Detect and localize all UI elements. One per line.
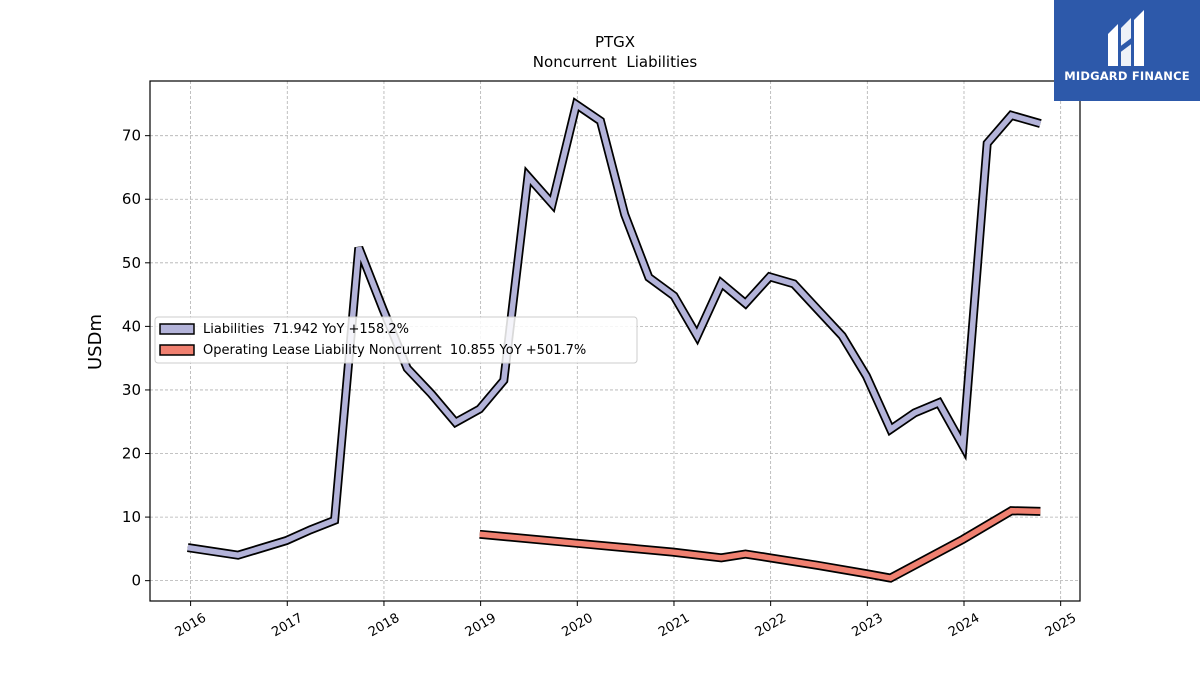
plot-frame [149,80,1081,602]
y-tick-label: 60 [122,190,141,208]
x-tick-label: 2017 [269,611,305,641]
x-tick-label: 2021 [656,611,692,641]
y-tick-label: 30 [122,381,141,399]
x-tick-label: 2018 [366,611,402,641]
brand-name: MIDGARD FINANCE [1064,69,1190,83]
legend-box [154,316,638,364]
x-tick-label: 2016 [173,611,209,641]
x-tick-label: 2025 [1043,611,1079,641]
series-lines [187,97,1042,583]
chart-subtitle: Noncurrent Liabilities [533,53,698,71]
series-liabilities [187,97,1042,560]
x-tick-label: 2023 [849,611,885,641]
x-tick-label: 2024 [946,611,982,641]
legend-label-operating-lease: Operating Lease Liability Noncurrent 10.… [203,343,586,358]
series-operating-lease [479,506,1041,583]
y-tick-label: 70 [122,127,141,145]
y-tick-label: 0 [131,572,141,590]
legend-swatch-liabilities [159,323,195,335]
axes: 2016 2017 2018 2019 2020 2021 2022 2023 2024 2025… [122,127,1079,641]
y-axis-label: USDm [85,314,106,370]
x-tick-label: 2019 [463,611,499,641]
y-tick-label: 20 [122,445,141,463]
chart-title: PTGX [595,33,635,51]
y-tick-label: 50 [122,254,141,272]
y-tick-label: 10 [122,508,141,526]
brand-logo: MIDGARD FINANCE [1054,0,1200,101]
legend-swatch-operating-lease [159,344,195,356]
y-tick-label: 40 [122,317,141,335]
legend-label-liabilities: Liabilities 71.942 YoY +158.2% [203,322,409,337]
series-liabilities-line [187,99,1042,559]
midgard-logo-icon [1108,10,1144,66]
legend: Liabilities 71.942 YoY +158.2% Operating… [154,316,638,364]
series-operating-lease-line [479,507,1041,581]
x-tick-label: 2020 [559,611,595,641]
x-tick-label: 2022 [753,611,789,641]
